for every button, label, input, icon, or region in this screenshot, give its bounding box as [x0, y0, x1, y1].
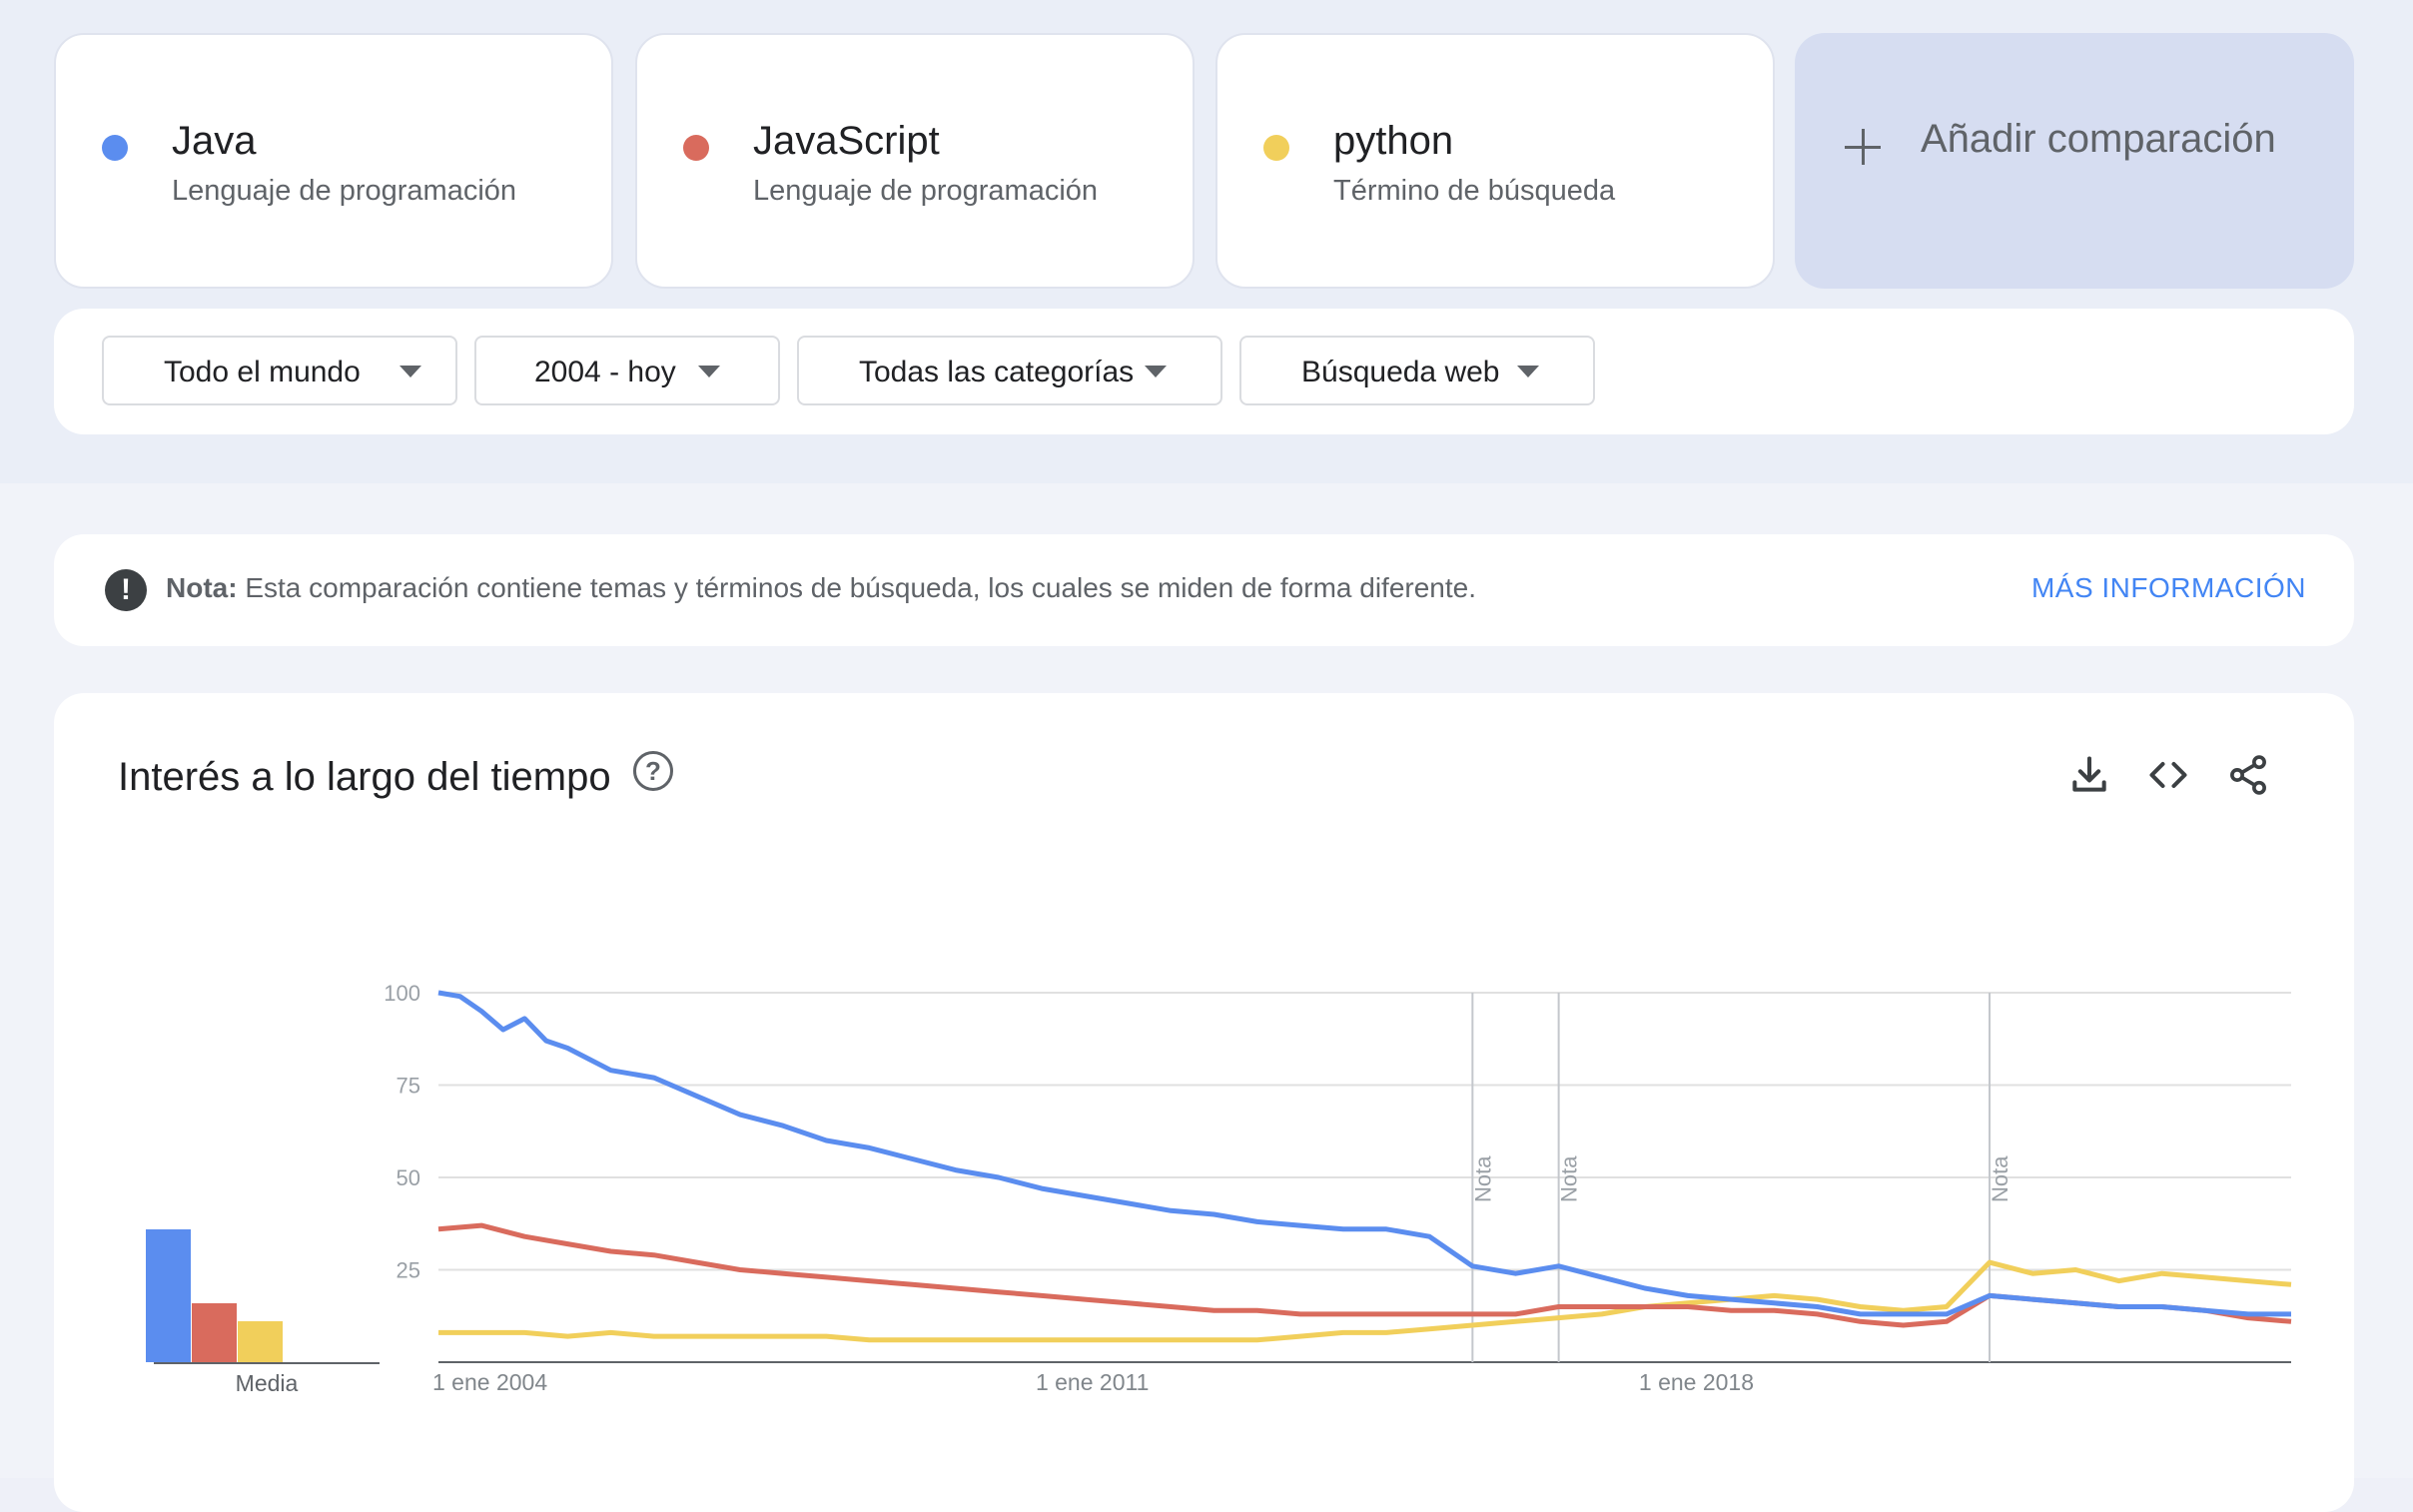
- caret-down-icon: [1145, 366, 1167, 378]
- y-tick-label: 100: [384, 981, 420, 1006]
- interest-over-time-card: Interés a lo largo del tiempo ? Media No…: [54, 693, 2354, 1512]
- series-line-java[interactable]: [437, 990, 2291, 1317]
- note-body: Esta comparación contiene temas y términ…: [245, 572, 1476, 603]
- x-tick-label: 1 ene 2018: [1639, 1369, 1754, 1395]
- grid-lines: [438, 992, 2291, 1363]
- average-bar-python: [238, 1321, 283, 1362]
- interest-line-chart: Nota Nota Nota 100 75 50 25 1 ene 2004 1 ene 20…: [384, 981, 2292, 1395]
- region-dropdown[interactable]: Todo el mundo: [102, 336, 457, 405]
- term-card-java[interactable]: Java Lenguaje de programación: [54, 33, 613, 289]
- y-tick-label: 50: [397, 1165, 420, 1190]
- plus-icon: [1845, 129, 1881, 165]
- note-text: Nota: Esta comparación contiene temas y …: [166, 572, 1476, 604]
- color-dot-icon: [1263, 135, 1289, 161]
- color-dot-icon: [683, 135, 709, 161]
- term-card-python[interactable]: python Término de búsqueda: [1215, 33, 1775, 289]
- term-name: Java: [172, 119, 257, 163]
- filter-bar: Todo el mundo 2004 - hoy Todas las categ…: [54, 309, 2354, 434]
- series-line-javascript[interactable]: [437, 1222, 2292, 1328]
- color-dot-icon: [102, 135, 128, 161]
- term-subtitle: Término de búsqueda: [1333, 175, 1616, 207]
- caret-down-icon: [400, 366, 421, 378]
- note-markers: Nota Nota Nota: [1470, 993, 2012, 1362]
- x-tick-label: 1 ene 2011: [1036, 1369, 1149, 1395]
- term-subtitle: Lenguaje de programación: [753, 175, 1099, 207]
- period-dropdown[interactable]: 2004 - hoy: [474, 336, 780, 405]
- exclamation-icon: !: [105, 569, 147, 611]
- note-marker-label[interactable]: Nota: [1988, 1155, 2012, 1202]
- category-label: Todas las categorías: [859, 356, 1135, 388]
- add-comparison-button[interactable]: Añadir comparación: [1795, 33, 2354, 289]
- embed-code-icon[interactable]: [2146, 753, 2190, 797]
- period-label: 2004 - hoy: [534, 356, 676, 388]
- term-name: JavaScript: [753, 119, 940, 163]
- x-tick-label: 1 ene 2004: [432, 1369, 547, 1395]
- chart-title: Interés a lo largo del tiempo: [118, 755, 611, 799]
- more-info-link[interactable]: MÁS INFORMACIÓN: [2030, 572, 2306, 603]
- note-marker-label[interactable]: Nota: [1557, 1155, 1582, 1202]
- region-label: Todo el mundo: [164, 356, 361, 388]
- series-line-python[interactable]: [438, 1259, 2292, 1343]
- search-type-label: Búsqueda web: [1301, 356, 1500, 388]
- average-bar-java: [146, 1228, 191, 1362]
- y-tick-label: 75: [397, 1074, 420, 1099]
- term-subtitle: Lenguaje de programación: [172, 175, 517, 207]
- caret-down-icon: [1517, 366, 1539, 378]
- note-marker-label[interactable]: Nota: [1470, 1155, 1495, 1202]
- caret-down-icon: [698, 366, 720, 378]
- add-comparison-label: Añadir comparación: [1921, 117, 2276, 161]
- note-bar: ! Nota: Esta comparación contiene temas …: [54, 534, 2354, 646]
- term-name: python: [1333, 119, 1454, 163]
- share-icon[interactable]: [2226, 753, 2270, 797]
- average-axis: [154, 1362, 380, 1364]
- category-dropdown[interactable]: Todas las categorías: [797, 336, 1222, 405]
- series-lines: [437, 990, 2292, 1343]
- note-label: Nota:: [166, 572, 238, 603]
- search-type-dropdown[interactable]: Búsqueda web: [1239, 336, 1595, 405]
- help-icon[interactable]: ?: [633, 751, 673, 791]
- average-bar-javascript: [192, 1302, 237, 1362]
- term-card-javascript[interactable]: JavaScript Lenguaje de programación: [635, 33, 1195, 289]
- average-label: Media: [235, 1370, 299, 1396]
- axis-ticks: 100 75 50 25 1 ene 2004 1 ene 2011 1 ene 2018: [384, 981, 1754, 1395]
- download-icon[interactable]: [2067, 753, 2111, 797]
- y-tick-label: 25: [397, 1258, 420, 1283]
